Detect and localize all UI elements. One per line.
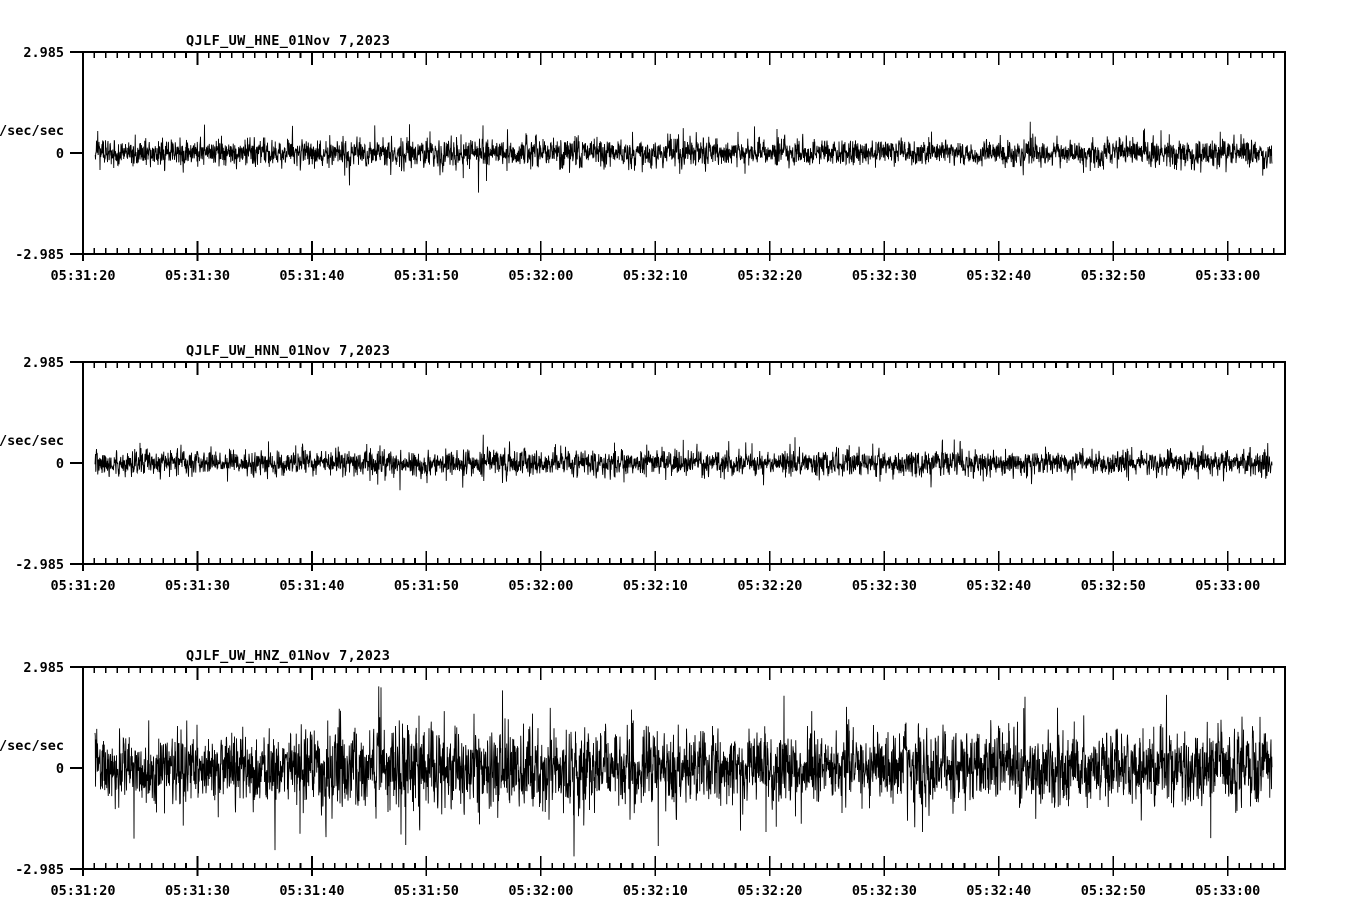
x-tick-label: 05:33:00 — [1195, 578, 1260, 594]
panel-title-channel: QJLF_UW_HNE_01 — [186, 33, 305, 49]
x-tick-label: 05:32:20 — [737, 578, 802, 594]
x-tick-label: 05:32:10 — [623, 268, 688, 284]
x-tick-label: 05:31:50 — [394, 883, 459, 899]
x-tick-label: 05:32:30 — [852, 268, 917, 284]
x-axis-labels: 05:31:20 05:31:30 05:31:40 05:31:50 05:32:00… — [50, 268, 1260, 284]
x-tick-label: 05:31:30 — [165, 883, 230, 899]
y-tick-label: -2.985 — [15, 247, 64, 263]
x-tick-label: 05:33:00 — [1195, 268, 1260, 284]
y-tick-label: 0 — [56, 761, 64, 777]
x-tick-label: 05:32:50 — [1081, 268, 1146, 284]
y-axis-ticks: 2.985 0 -2.985 — [15, 45, 83, 263]
x-tick-label: 05:31:50 — [394, 268, 459, 284]
x-tick-label: 05:31:30 — [165, 268, 230, 284]
y-tick-label: 0 — [56, 146, 64, 162]
x-tick-label: 05:32:10 — [623, 883, 688, 899]
x-tick-label: 05:32:50 — [1081, 578, 1146, 594]
y-tick-label: 2.985 — [23, 355, 64, 371]
y-tick-label: 0 — [56, 456, 64, 472]
y-tick-label: 2.985 — [23, 660, 64, 676]
x-axis-ticks — [82, 667, 1286, 876]
y-axis-ticks: 2.985 0 -2.985 — [15, 355, 83, 573]
x-axis-ticks — [82, 52, 1286, 261]
y-axis-unit-label: cm/sec/sec — [0, 433, 64, 449]
y-tick-label: -2.985 — [15, 557, 64, 573]
x-tick-label: 05:32:40 — [966, 883, 1031, 899]
panel-title-channel: QJLF_UW_HNN_01 — [186, 343, 305, 359]
y-axis-unit-label: cm/sec/sec — [0, 123, 64, 139]
panel-title-date: Nov 7,2023 — [305, 648, 390, 664]
x-tick-label: 05:32:20 — [737, 268, 802, 284]
x-tick-label: 05:31:50 — [394, 578, 459, 594]
x-tick-label: 05:32:20 — [737, 883, 802, 899]
y-tick-label: 2.985 — [23, 45, 64, 61]
x-tick-label: 05:33:00 — [1195, 883, 1260, 899]
x-tick-label: 05:31:40 — [279, 883, 344, 899]
waveform-trace — [94, 434, 1273, 491]
seismogram-plot: QJLF_UW_HNZ_01 Nov 7,2023 05:31:20 05:31:30… — [0, 648, 1286, 899]
x-tick-label: 05:32:30 — [852, 578, 917, 594]
panel-title-date: Nov 7,2023 — [305, 33, 390, 49]
x-axis-labels: 05:31:20 05:31:30 05:31:40 05:31:50 05:32:00… — [50, 578, 1260, 594]
plot-frame — [82, 361, 1286, 565]
x-tick-label: 05:31:30 — [165, 578, 230, 594]
x-tick-label: 05:32:00 — [508, 268, 573, 284]
plot-frame — [82, 666, 1286, 870]
panel-title-date: Nov 7,2023 — [305, 343, 390, 359]
seismogram-plot: QJLF_UW_HNE_01 Nov 7,2023 05:31:20 05:31:30… — [0, 33, 1286, 284]
x-tick-label: 05:31:20 — [50, 268, 115, 284]
y-axis-unit-label: cm/sec/sec — [0, 738, 64, 754]
x-tick-label: 05:32:40 — [966, 578, 1031, 594]
x-axis-ticks — [82, 362, 1286, 571]
y-tick-label: -2.985 — [15, 862, 64, 878]
seismogram-plot: QJLF_UW_HNN_01 Nov 7,2023 05:31:20 05:31:30… — [0, 343, 1286, 594]
x-tick-label: 05:32:50 — [1081, 883, 1146, 899]
plot-frame — [82, 51, 1286, 255]
waveform-trace — [94, 121, 1273, 193]
x-tick-label: 05:32:30 — [852, 883, 917, 899]
x-tick-label: 05:32:10 — [623, 578, 688, 594]
x-tick-label: 05:32:00 — [508, 883, 573, 899]
x-tick-label: 05:32:40 — [966, 268, 1031, 284]
x-tick-label: 05:31:20 — [50, 578, 115, 594]
x-tick-label: 05:31:20 — [50, 883, 115, 899]
x-tick-label: 05:32:00 — [508, 578, 573, 594]
x-tick-label: 05:31:40 — [279, 578, 344, 594]
panel-title-channel: QJLF_UW_HNZ_01 — [186, 648, 305, 664]
y-axis-ticks: 2.985 0 -2.985 — [15, 660, 83, 878]
x-axis-labels: 05:31:20 05:31:30 05:31:40 05:31:50 05:32:00… — [50, 883, 1260, 899]
waveform-trace — [94, 686, 1273, 857]
x-tick-label: 05:31:40 — [279, 268, 344, 284]
